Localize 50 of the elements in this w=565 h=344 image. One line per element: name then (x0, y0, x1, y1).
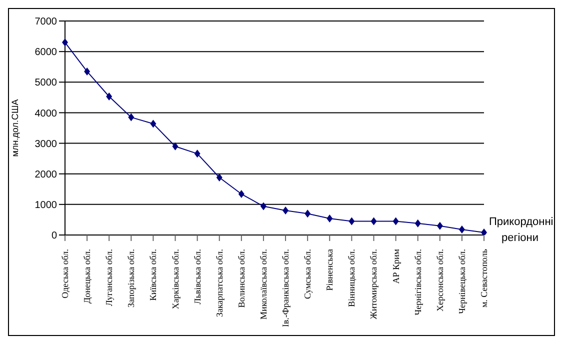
x-tick-label: Чернігівська обл. (412, 249, 423, 316)
y-tick-label: 0 (51, 230, 58, 242)
y-tick-label: 7000 (34, 16, 58, 28)
x-tick-label: Луганська обл. (104, 249, 114, 306)
x-tick-label: Закарпатська обл. (214, 249, 224, 318)
point (370, 217, 377, 226)
x-tick-label: Рівненська (324, 249, 335, 291)
x-tick-label: АР Крим (390, 248, 401, 284)
y-tick-label: 5000 (34, 78, 58, 89)
x-tick-label: Житомирська обл. (368, 249, 379, 320)
x-tick-label: Донецька обл. (82, 249, 92, 304)
point (304, 210, 311, 218)
point (238, 190, 244, 198)
point (194, 150, 200, 158)
point (216, 174, 222, 182)
point (150, 120, 156, 128)
point (106, 92, 112, 101)
point (436, 222, 443, 230)
point (348, 217, 355, 226)
point (172, 142, 178, 150)
x-tick-label: Львівська обл. (192, 249, 202, 304)
x-tick-label: Волинська обл. (236, 249, 246, 308)
point (260, 202, 266, 210)
x-tick-label: Чернівецька обл. (456, 249, 467, 314)
y-tick-label: 4000 (34, 108, 58, 120)
x-tick-label: Херсонська обл. (434, 249, 445, 312)
point (84, 67, 90, 76)
point (458, 225, 465, 234)
y-tick-label: 3000 (34, 138, 58, 150)
x-tick-label: Сумська обл. (302, 249, 313, 300)
x-tick-label: Київська обл. (148, 249, 158, 301)
x-tick-label: Одеська обл. (60, 249, 70, 298)
x-tick-label: м. Севастополь (479, 249, 489, 308)
point (414, 219, 421, 228)
y-tick-label: 1000 (34, 200, 58, 211)
x-tick-label: Вінницька обл. (346, 249, 357, 307)
x-tick-label: Миколаївська обл. (258, 249, 268, 320)
y-axis-title: млн.дол.США (10, 99, 20, 157)
x-tick-label: Ів.-Франківська обл. (280, 249, 291, 328)
point (392, 217, 399, 226)
x-tick-label: Харківська обл. (170, 249, 180, 310)
y-tick-label: 2000 (34, 169, 58, 180)
x-tick-label: Запорізька обл. (126, 249, 136, 308)
x-axis-title: Прикордонні регіони (489, 215, 554, 246)
point (128, 113, 134, 122)
y-tick-label: 6000 (34, 47, 58, 58)
point (326, 214, 333, 222)
point (282, 206, 289, 215)
point (62, 38, 68, 46)
point (481, 228, 487, 235)
